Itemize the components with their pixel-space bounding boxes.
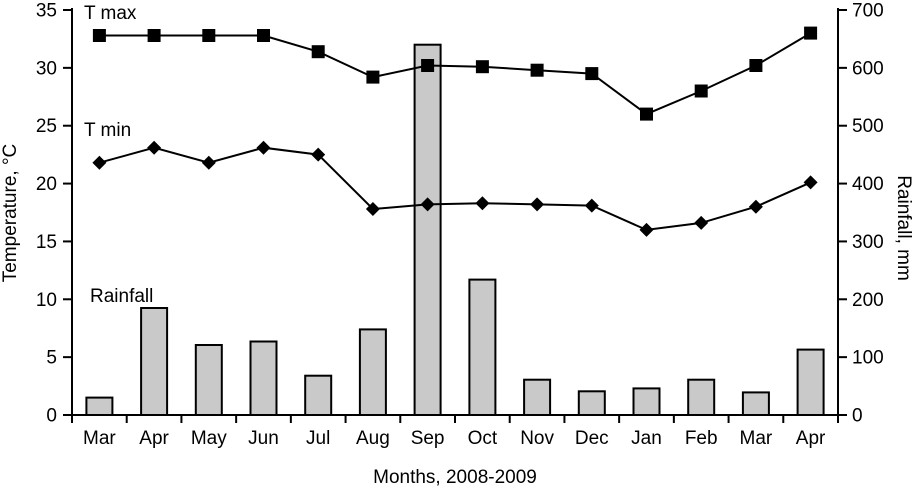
rainfall-bar-mar-0: [85, 396, 114, 417]
y-axis-right-tick-label: 200: [852, 290, 884, 311]
tmax-marker-square-6: [421, 59, 435, 72]
rainfall-bar-may-2: [194, 344, 223, 416]
rainfall-bar-feb-11: [687, 378, 716, 417]
series-label-rainfall: Rainfall: [90, 286, 153, 307]
tmax-line: [99, 32, 812, 116]
rainfall-bars-layer: [85, 43, 825, 417]
tmax-marker-square-0: [92, 29, 106, 42]
x-axis-month-label-5: Aug: [356, 428, 390, 449]
tmin-marker-diamond-7: [475, 196, 490, 211]
series-label-t-max: T max: [84, 3, 137, 24]
rainfall-bar-apr-13: [796, 348, 825, 417]
rainfall-bar-jul-4: [304, 374, 333, 417]
x-axis-month-label-6: Sep: [411, 428, 445, 449]
tmin-marker-diamond-11: [694, 215, 709, 230]
tmin-marker-diamond-12: [748, 199, 763, 214]
y-axis-right-tick-label: 100: [852, 348, 884, 369]
tmin-marker-diamond-9: [584, 198, 599, 213]
x-axis-month-label-9: Dec: [575, 428, 609, 449]
tmax-marker-square-7: [475, 60, 489, 74]
tmin-marker-diamond-2: [201, 155, 216, 170]
tmin-marker-diamond-0: [92, 155, 107, 170]
y-axis-right-tick-label: 300: [852, 232, 884, 253]
rainfall-bar-mar-12: [741, 391, 770, 416]
tmax-marker-square-2: [202, 29, 216, 42]
tmin-marker-diamond-3: [256, 140, 271, 155]
tmin-line: [99, 146, 812, 231]
x-axis-month-label-2: May: [191, 428, 227, 449]
x-axis-month-label-11: Feb: [685, 428, 718, 449]
tmin-marker-diamond-8: [530, 197, 545, 212]
x-axis-month-label-3: Jun: [248, 428, 279, 449]
rainfall-bar-nov-8: [523, 378, 552, 417]
y-axis-left-tick-label: 5: [46, 348, 57, 369]
y-axis-left-tick-label: 25: [36, 116, 57, 137]
x-axis-month-label-1: Apr: [139, 428, 169, 449]
x-axis-month-label-8: Nov: [520, 428, 554, 449]
y-axis-right-tick-label: 400: [852, 174, 884, 195]
y-axis-left-tick-label: 20: [36, 174, 57, 195]
y-axis-right-tick-label: 500: [852, 116, 884, 137]
rainfall-bar-apr-1: [140, 307, 169, 416]
tmin-marker-diamond-10: [639, 222, 654, 237]
y-axis-right-tick-label: 600: [852, 58, 884, 79]
y-axis-right-tick-label: 700: [852, 1, 884, 22]
tmax-marker-square-4: [311, 45, 325, 59]
tmax-marker-square-1: [147, 29, 161, 42]
tmax-marker-square-8: [530, 63, 544, 77]
right-axis-title: Rainfall, mm: [893, 175, 913, 281]
tick-labels-layer: 0 5 10 15 20 25 30 35 0 100 200 300 400 500 600 700 Mar A…: [36, 1, 884, 450]
x-axis-month-label-7: Oct: [468, 428, 498, 449]
annotations-layer: T max T min Rainfall: [84, 3, 153, 307]
rainfall-bar-jan-10: [632, 387, 661, 416]
y-axis-right-tick-label: 0: [852, 406, 863, 427]
tmin-marker-diamond-13: [803, 175, 818, 190]
rainfall-bar-dec-9: [577, 390, 606, 416]
tmax-marker-square-12: [749, 59, 763, 72]
rainfall-bar-aug-5: [358, 328, 387, 416]
rainfall-bar-jun-3: [249, 340, 278, 416]
tmax-marker-square-11: [694, 84, 708, 98]
series-label-t-min: T min: [84, 120, 131, 141]
rainfall-bar-sep-6: [413, 43, 442, 416]
axes-layer: [63, 8, 847, 423]
x-axis-month-label-4: Jul: [306, 428, 330, 449]
x-axis-month-label-10: Jan: [631, 428, 662, 449]
x-axis-month-label-13: Apr: [796, 428, 826, 449]
rainfall-bar-oct-7: [468, 278, 497, 416]
y-axis-left-tick-label: 35: [36, 1, 57, 22]
tmin-marker-diamond-6: [420, 197, 435, 212]
tmax-marker-square-3: [257, 29, 270, 42]
x-axis-title: Months, 2008-2009: [373, 467, 537, 488]
x-axis-month-label-0: Mar: [83, 428, 116, 449]
tmax-marker-square-13: [804, 26, 818, 40]
tmax-marker-square-5: [366, 70, 380, 84]
tmin-marker-diamond-5: [365, 202, 380, 216]
temperature-lines-layer: [92, 26, 818, 237]
y-axis-left-tick-label: 10: [36, 290, 57, 311]
tmin-marker-diamond-1: [147, 140, 162, 155]
tmax-marker-square-10: [640, 107, 653, 121]
y-axis-left-tick-label: 15: [36, 232, 57, 253]
left-axis-title: Temperature, °C: [0, 144, 21, 283]
x-axis-month-label-12: Mar: [740, 428, 773, 449]
tmax-marker-square-9: [585, 67, 599, 81]
y-axis-left-tick-label: 0: [46, 406, 57, 427]
y-axis-left-tick-label: 30: [36, 58, 57, 79]
tmin-marker-diamond-4: [311, 147, 326, 162]
